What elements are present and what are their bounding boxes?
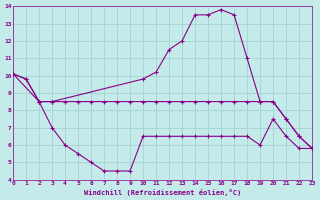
X-axis label: Windchill (Refroidissement éolien,°C): Windchill (Refroidissement éolien,°C) — [84, 189, 241, 196]
